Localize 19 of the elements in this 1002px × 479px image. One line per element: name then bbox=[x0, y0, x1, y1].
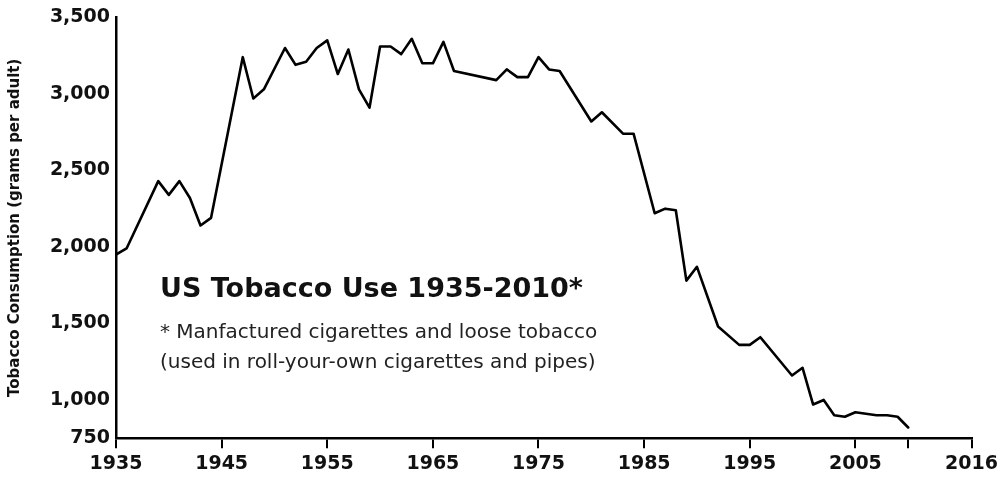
y-tick-label: 3,500 bbox=[49, 4, 110, 27]
x-tick-label: 1955 bbox=[300, 450, 354, 473]
x-tick-label: 1975 bbox=[512, 450, 565, 473]
x-tick-label: 1965 bbox=[406, 450, 460, 473]
y-axis-title: Tobacco Consumption (grams per adult) bbox=[4, 58, 23, 397]
x-tick-label: 1985 bbox=[617, 450, 671, 473]
y-tick-label: 2,500 bbox=[49, 157, 110, 180]
x-tick-label: 2005 bbox=[828, 450, 882, 473]
x-tick-label: 1945 bbox=[195, 450, 249, 473]
y-tick-label: 3,000 bbox=[49, 80, 110, 103]
x-tick-label: 1935 bbox=[89, 450, 143, 473]
y-tick-label: 1,500 bbox=[49, 310, 110, 333]
y-tick-label: 750 bbox=[70, 425, 110, 448]
annotation: * Manfactured cigarettes and loose tobacco (used in roll-your-own cigarettes and pipes) bbox=[160, 318, 598, 375]
y-tick-label: 1,000 bbox=[49, 386, 110, 409]
y-tick-label: 2,000 bbox=[49, 233, 110, 256]
x-tick-label: 1995 bbox=[723, 450, 777, 473]
x-tick-label: 2016 bbox=[945, 450, 998, 473]
text: US Tobacco Use 1935-2010* bbox=[160, 272, 583, 303]
